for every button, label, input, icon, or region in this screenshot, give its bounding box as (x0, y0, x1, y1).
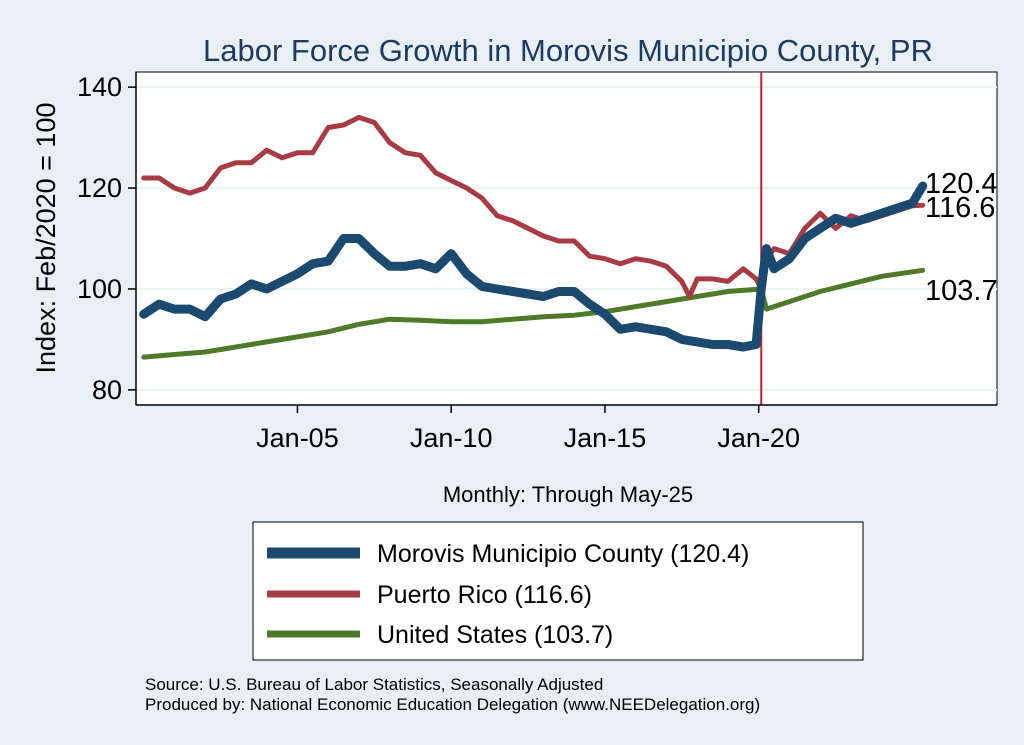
x-axis-label: Monthly: Through May-25 (443, 482, 693, 507)
y-tick-label: 140 (77, 72, 122, 102)
series-line-2 (141, 267, 926, 360)
footer-produced-by: Produced by: National Economic Education… (145, 695, 760, 714)
series-group (139, 114, 928, 360)
legend-label-0: Morovis Municipio County (120.4) (377, 540, 749, 568)
y-axis: 80 100 120 140 (77, 72, 137, 405)
y-tick-label: 120 (77, 173, 122, 203)
y-tick-label: 100 (77, 274, 122, 304)
legend: Morovis Municipio County (120.4) Puerto R… (267, 540, 749, 649)
x-tick-label: Jan-10 (410, 423, 493, 453)
x-tick-label: Jan-15 (564, 423, 647, 453)
end-label-2: 103.7 (925, 275, 998, 307)
y-tick-label: 80 (92, 375, 122, 405)
footer-source: Source: U.S. Bureau of Labor Statistics,… (145, 675, 603, 694)
end-label-1: 116.6 (925, 192, 995, 224)
y-axis-label: Index: Feb/2020 = 100 (31, 103, 61, 374)
legend-label-1: Puerto Rico (116.6) (377, 581, 592, 609)
end-label-0: 120.4 (925, 168, 998, 200)
series-line-0 (139, 181, 928, 352)
legend-label-2: United States (103.7) (377, 621, 613, 649)
x-axis: Jan-05 Jan-10 Jan-15 Jan-20 (136, 404, 997, 453)
x-tick-label: Jan-20 (717, 423, 800, 453)
x-tick-label: Jan-05 (256, 423, 339, 453)
chart-title: Labor Force Growth in Morovis Municipio … (203, 33, 933, 68)
